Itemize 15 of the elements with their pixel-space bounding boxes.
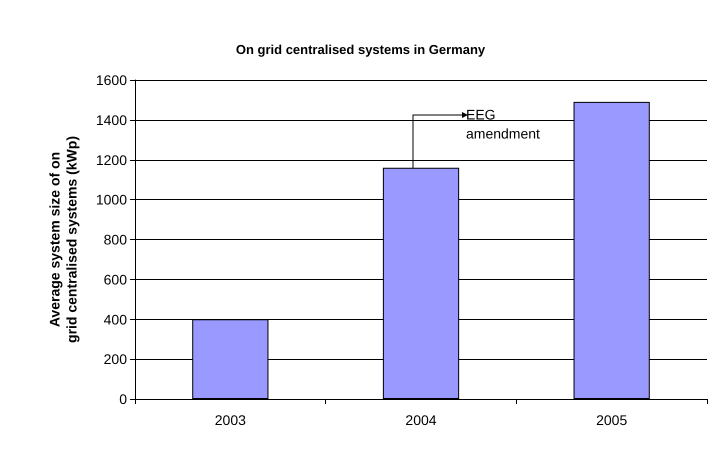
- y-axis-title: Average system size of on grid centralised systems (kWp): [46, 136, 80, 343]
- y-tick-label: 1400: [96, 112, 128, 128]
- y-tick-label: 1600: [96, 72, 128, 88]
- y-tick-label: 1000: [96, 192, 128, 208]
- x-tick-label: 2003: [214, 412, 246, 428]
- y-tick-label: 200: [104, 351, 128, 368]
- x-tick-label: 2004: [405, 412, 437, 428]
- x-tick-label: 2005: [596, 412, 628, 428]
- y-tick-label: 400: [104, 311, 128, 328]
- y-tick-label: 0: [119, 391, 128, 407]
- annotation: EEG amendment: [466, 106, 540, 142]
- y-tick-label: 1200: [96, 152, 128, 168]
- y-tick-label: 800: [104, 232, 128, 248]
- chart-title: On grid centralised systems in Germany: [236, 42, 486, 57]
- y-tick-label: 600: [104, 271, 128, 288]
